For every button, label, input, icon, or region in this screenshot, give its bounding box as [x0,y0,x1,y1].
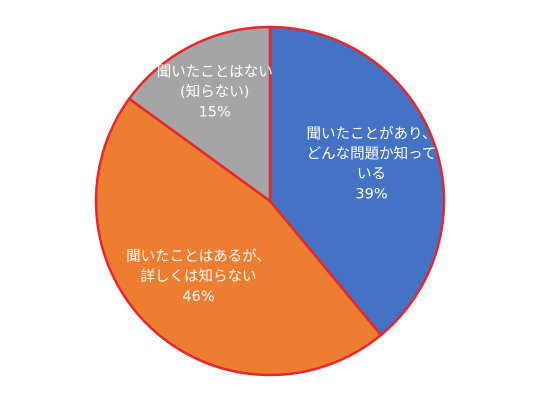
slice-1-value-label: 46% [182,289,214,305]
slice-1-label-line-0: 聞いたことはあるが、 [126,248,271,265]
slice-0-label-line-2: いる [357,166,386,182]
pie-slice-0 [268,25,446,337]
slice-2-value-label: 15% [199,104,231,120]
pie-slice-2 [127,25,272,203]
slice-1-label-line-1: 詳しくは知らない [141,268,257,285]
slice-0-value-label: 39% [355,186,387,202]
pie-slices [94,25,446,377]
slice-2-label-line-1: (知らない) [180,83,249,100]
slice-0-label-line-1: どんな問題か知って [307,145,437,162]
slice-2-label-line-0: 聞いたことはない [157,63,273,80]
slice-0-label-line-0: 聞いたことがあり、 [307,125,437,142]
pie-slice-1 [94,97,383,377]
